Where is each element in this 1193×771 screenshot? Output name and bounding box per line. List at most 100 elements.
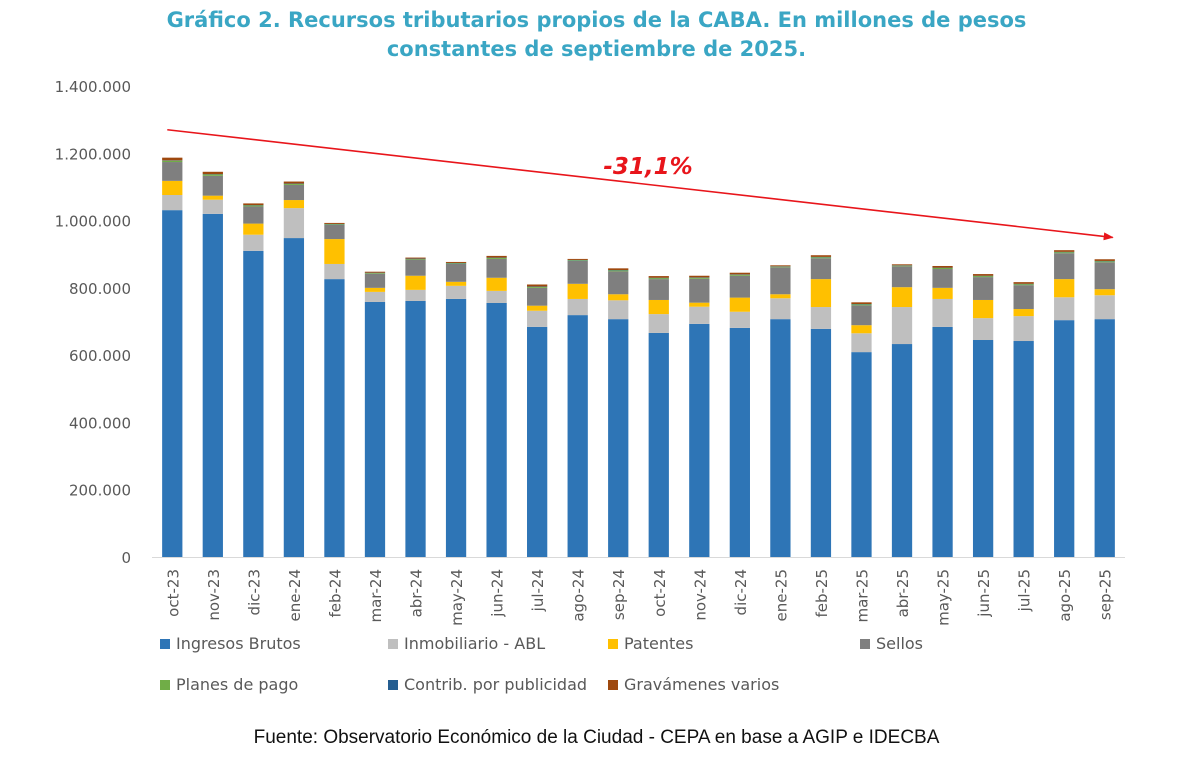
x-tick-label: oct-23 [164, 569, 182, 617]
bar-segment-grav-menes-varios [486, 255, 507, 258]
bar-segment-inmobiliario-abl [1094, 295, 1115, 320]
x-tick-label: may-25 [935, 569, 953, 626]
bar-segment-inmobiliario-abl [405, 289, 426, 301]
stacked-bar-chart: 0 200.000 400.000 600.000 800.000 1.000.000 1.… [55, 78, 1125, 626]
legend-swatch [608, 638, 618, 649]
x-axis: oct-23 nov-23 dic-23 ene-24 feb-24 mar-24 abr-… [164, 569, 1114, 626]
bar-stack-oct-24 [648, 276, 669, 557]
chart-title-line-2: constantes de septiembre de 2025. [386, 37, 807, 61]
bar-segment-sellos [324, 224, 345, 240]
bar-segment-patentes [567, 283, 588, 299]
bar-segment-grav-menes-varios [810, 255, 832, 257]
bar-segment-ingresos-brutos [810, 328, 832, 557]
bar-segment-planes-de-pago [972, 276, 994, 278]
bar-segment-patentes [689, 302, 710, 307]
x-tick-label: sep-24 [610, 569, 628, 620]
bar-segment-patentes [162, 180, 183, 196]
bar-segment-planes-de-pago [1094, 261, 1115, 263]
bar-segment-sellos [1054, 253, 1075, 280]
y-tick-label: 1.000.000 [55, 213, 131, 231]
bar-segment-planes-de-pago [810, 257, 832, 259]
bar-segment-planes-de-pago [932, 268, 953, 270]
trend-label: -31,1% [603, 154, 692, 180]
y-tick-label: 200.000 [69, 482, 131, 500]
bar-segment-grav-menes-varios [851, 302, 872, 305]
x-tick-label: feb-24 [326, 569, 344, 618]
x-tick-label: sep-25 [1097, 569, 1115, 620]
bar-segment-ingresos-brutos [324, 279, 345, 557]
bar-segment-planes-de-pago [486, 257, 507, 259]
bar-segment-sellos [567, 260, 588, 284]
bar-segment-sellos [364, 273, 386, 288]
chart-title-line-1: Gráfico 2. Recursos tributarios propios … [166, 8, 1027, 32]
bar-segment-ingresos-brutos [689, 323, 710, 557]
bar-segment-ingresos-brutos [932, 326, 953, 557]
bar-segment-grav-menes-varios [770, 265, 791, 267]
bar-stack-ago-25 [1054, 250, 1075, 557]
bar-segment-patentes [810, 279, 832, 308]
bar-segment-ingresos-brutos [243, 250, 264, 557]
bar-segment-grav-menes-varios [527, 284, 548, 287]
bar-segment-sellos [689, 278, 710, 303]
bar-segment-patentes [243, 223, 264, 235]
bar-stack-nov-23 [202, 171, 223, 558]
bar-stack-oct-23 [162, 157, 183, 557]
bar-segment-inmobiliario-abl [364, 291, 386, 302]
bar-stack-ago-24 [567, 258, 588, 557]
y-tick-label: 600.000 [69, 347, 131, 365]
bar-segment-grav-menes-varios [567, 258, 588, 260]
bar-segment-grav-menes-varios [364, 271, 386, 273]
bar-segment-sellos [283, 184, 305, 201]
bar-stack-sep-25 [1094, 259, 1115, 557]
bar-segment-patentes [1013, 309, 1034, 317]
bar-segment-patentes [283, 200, 305, 209]
x-tick-label: jul-25 [1016, 569, 1034, 612]
bar-segment-patentes [648, 299, 669, 315]
bar-segment-patentes [364, 287, 386, 292]
bar-segment-sellos [445, 263, 467, 282]
bar-segment-inmobiliario-abl [202, 199, 223, 214]
bar-segment-ingresos-brutos [527, 326, 548, 557]
x-tick-label: oct-24 [651, 569, 669, 617]
bar-segment-grav-menes-varios [1013, 282, 1034, 284]
bar-segment-planes-de-pago [608, 270, 629, 272]
bar-segment-inmobiliario-abl [770, 298, 791, 320]
x-tick-label: ene-25 [772, 569, 790, 621]
bar-segment-inmobiliario-abl [729, 311, 750, 328]
bar-segment-ingresos-brutos [1054, 320, 1075, 557]
source-footer: Fuente: Observatorio Económico de la Ciu… [253, 727, 940, 748]
legend-label: Sellos [876, 634, 924, 653]
legend-label: Planes de pago [176, 675, 299, 694]
bar-segment-grav-menes-varios [202, 171, 223, 175]
x-tick-label: jun-25 [975, 569, 993, 618]
bar-segment-grav-menes-varios [445, 261, 467, 263]
bar-segment-patentes [405, 275, 426, 290]
bar-segment-sellos [972, 277, 994, 300]
y-tick-label: 400.000 [69, 414, 131, 432]
bar-segment-grav-menes-varios [162, 157, 183, 161]
x-tick-label: dic-24 [732, 569, 750, 615]
x-tick-label: may-24 [448, 569, 466, 626]
bar-segment-inmobiliario-abl [932, 298, 953, 327]
bar-segment-ingresos-brutos [648, 332, 669, 557]
bar-segment-ingresos-brutos [283, 238, 305, 557]
bar-stack-jun-24 [486, 255, 507, 557]
bar-segment-ingresos-brutos [567, 315, 588, 557]
bar-segment-inmobiliario-abl [486, 290, 507, 303]
legend-item: Ingresos Brutos [160, 634, 301, 653]
bar-segment-grav-menes-varios [324, 222, 345, 224]
legend-label: Gravámenes varios [624, 675, 780, 694]
bar-segment-grav-menes-varios [1094, 259, 1115, 261]
bar-segment-inmobiliario-abl [689, 306, 710, 324]
bar-stack-abr-25 [891, 264, 913, 557]
bar-segment-grav-menes-varios [932, 265, 953, 268]
x-tick-label: dic-23 [245, 569, 263, 615]
bar-segment-patentes [1054, 279, 1075, 298]
x-tick-label: abr-25 [894, 569, 912, 617]
bar-segment-patentes [486, 277, 507, 291]
trend-arrow [167, 128, 1114, 241]
x-tick-label: jul-24 [529, 569, 547, 612]
legend-label: Inmobiliario - ABL [404, 634, 546, 653]
x-tick-label: nov-24 [691, 569, 709, 621]
bar-segment-planes-de-pago [162, 160, 183, 163]
